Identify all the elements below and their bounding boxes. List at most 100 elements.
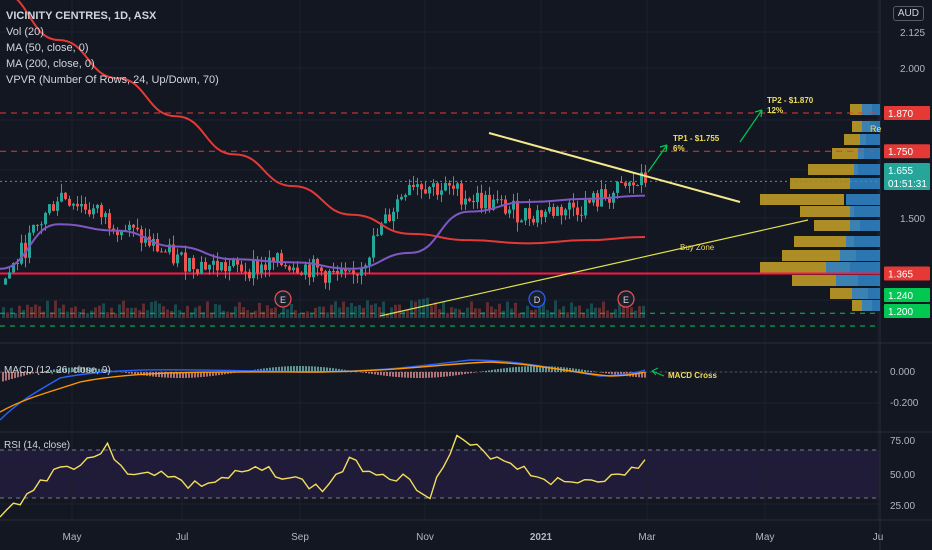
indicator-ma50[interactable]: MA (50, close, 0)	[6, 42, 89, 54]
volume-bar	[130, 307, 133, 318]
volume-bar	[254, 310, 257, 318]
candle-body	[244, 271, 247, 273]
candle-body	[72, 203, 75, 206]
candle-body	[504, 199, 507, 214]
indicator-vol[interactable]: Vol (20)	[6, 26, 44, 38]
tp2-pct: 12%	[767, 106, 783, 115]
price-badge	[884, 144, 930, 159]
tp2-label: TP2 - $1.870	[767, 96, 814, 105]
volume-bar	[190, 312, 193, 318]
rsi-legend[interactable]: RSI (14, close)	[4, 440, 71, 451]
volume-bar	[438, 309, 441, 318]
indicator-ma200[interactable]: MA (200, close, 0)	[6, 58, 95, 70]
candle-body	[472, 200, 475, 203]
volume-bar	[122, 300, 125, 318]
macd-histogram-bar	[2, 372, 4, 382]
macd-histogram-bar	[14, 372, 16, 379]
volume-bar	[562, 306, 565, 318]
volume-bar	[566, 312, 569, 318]
candle-body	[508, 209, 511, 214]
rsi-axis-label: 50.00	[890, 470, 915, 481]
macd-histogram-bar	[230, 372, 232, 374]
candle-body	[220, 262, 223, 271]
vpvr-row-down	[832, 148, 864, 159]
candle-body	[280, 253, 283, 265]
volume-bar	[358, 305, 361, 318]
candle-body	[272, 257, 275, 263]
candle-body	[16, 263, 19, 265]
symbol-title[interactable]: VICINITY CENTRES, 1D, ASX	[6, 10, 157, 22]
macd-histogram-bar	[338, 368, 340, 372]
macd-histogram-bar	[434, 372, 436, 378]
macd-histogram-bar	[281, 366, 283, 372]
candle-body	[596, 193, 599, 207]
volume-bar	[594, 307, 597, 318]
candle-body	[216, 260, 219, 271]
candle-body	[76, 203, 79, 207]
event-marker	[274, 290, 292, 308]
volume-bar	[18, 305, 21, 318]
candle-body	[408, 184, 411, 196]
volume-bar	[258, 302, 261, 318]
volume-bar	[194, 307, 197, 318]
macd-legend[interactable]: MACD (12, 26, close, 9)	[4, 365, 111, 376]
macd-histogram-bar	[638, 372, 640, 378]
candle-body	[204, 261, 207, 270]
volume-bar	[162, 306, 165, 318]
candle-body	[252, 259, 255, 279]
macd-histogram-bar	[590, 370, 592, 372]
volume-bar	[634, 310, 637, 318]
candle-body	[172, 244, 175, 264]
macd-histogram-bar	[506, 367, 508, 372]
volume-bar	[494, 309, 497, 318]
rsi-axis-label: 75.00	[890, 436, 915, 447]
macd-histogram-bar	[521, 366, 523, 372]
volume-bar	[34, 304, 37, 318]
macd-histogram-bar	[86, 367, 88, 372]
volume-bar	[290, 303, 293, 318]
macd-histogram-bar	[335, 368, 337, 372]
tp1-pct: 6%	[673, 144, 685, 153]
macd-histogram-bar	[158, 372, 160, 378]
macd-histogram-bar	[92, 368, 94, 372]
macd-histogram-bar	[362, 372, 364, 373]
volume-bar	[546, 310, 549, 318]
volume-bar	[342, 301, 345, 318]
macd-histogram-bar	[440, 372, 442, 378]
candle-body	[316, 259, 319, 268]
volume-bar	[6, 312, 9, 318]
candle-body	[528, 208, 531, 219]
candle-body	[88, 209, 91, 215]
volume-bar	[214, 304, 217, 318]
candle-body	[4, 278, 7, 285]
volume-bar	[622, 306, 625, 318]
volume-bar	[70, 307, 73, 318]
rsi-axis-label: 25.00	[890, 501, 915, 512]
vpvr-row-down	[760, 194, 844, 205]
macd-histogram-bar	[182, 372, 184, 378]
volume-bar	[630, 307, 633, 318]
macd-arrow-head	[651, 367, 659, 376]
volume-bar	[182, 313, 185, 318]
time-axis-label: 2021	[530, 532, 553, 543]
price-axis-label: 2.000	[900, 64, 925, 75]
macd-histogram-bar	[368, 372, 370, 374]
candle-body	[188, 257, 191, 272]
volume-bar	[510, 308, 513, 318]
macd-histogram-bar	[89, 367, 91, 372]
volume-bar	[282, 307, 285, 318]
macd-histogram-bar	[413, 372, 415, 378]
currency-badge[interactable]: AUD	[892, 6, 924, 21]
volume-bar	[498, 303, 501, 318]
volume-bar	[142, 303, 145, 318]
macd-histogram-bar	[416, 372, 418, 378]
indicator-vpvr[interactable]: VPVR (Number Of Rows, 24, Up/Down, 70)	[6, 74, 219, 86]
volume-bar	[74, 306, 77, 318]
macd-histogram-bar	[173, 372, 175, 378]
vpvr-row-down	[794, 236, 854, 247]
vpvr-row-down	[800, 206, 854, 217]
volume-bar	[574, 306, 577, 318]
macd-histogram-bar	[530, 366, 532, 372]
macd-histogram-bar	[500, 368, 502, 372]
